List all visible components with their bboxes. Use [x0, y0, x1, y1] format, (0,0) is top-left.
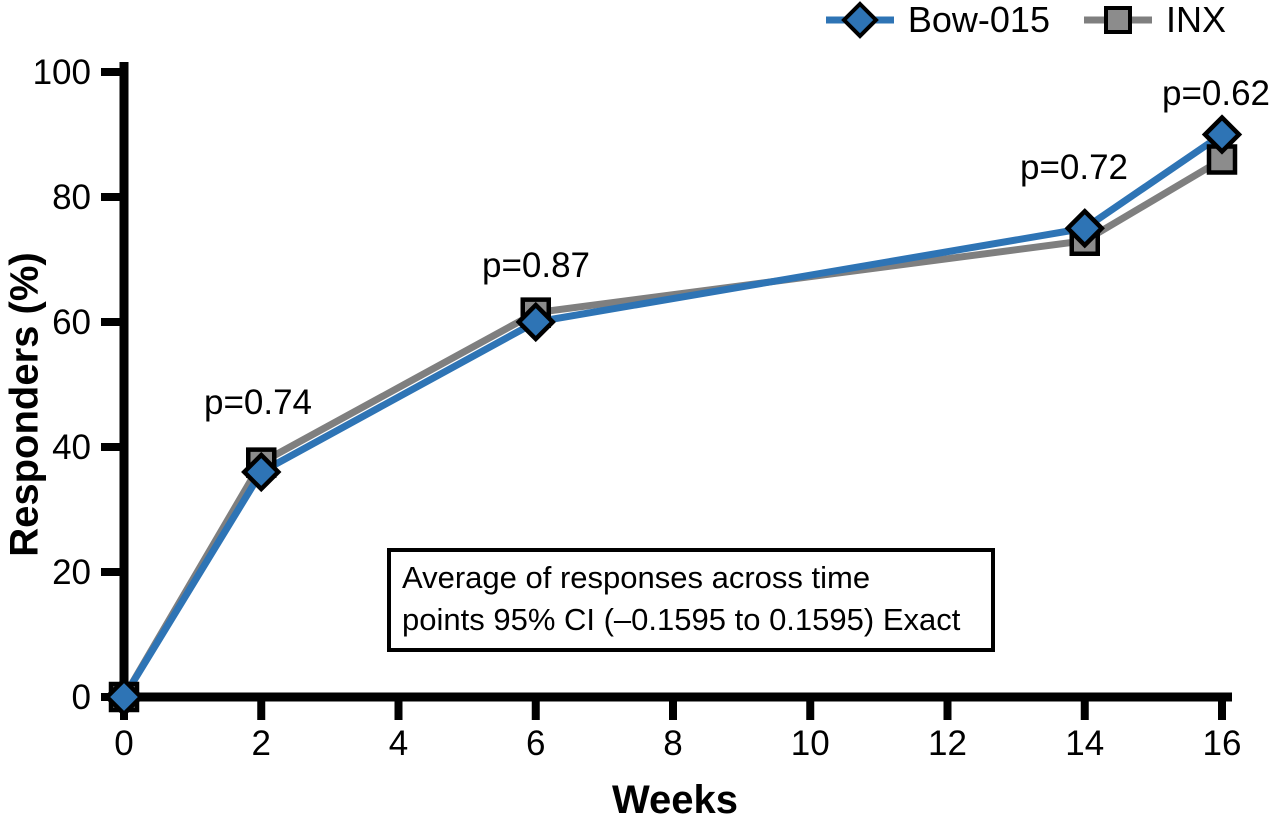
x-tick-label: 0: [114, 724, 133, 763]
bow-015-diamond-marker: [241, 451, 282, 493]
x-tick-label: 14: [1065, 724, 1104, 763]
legend-item-inx: INX: [1082, 0, 1226, 40]
p-value-label-week-16: p=0.62: [1161, 74, 1271, 113]
x-tick-label: 6: [526, 724, 545, 763]
annotation-box: Average of responses across time points …: [387, 548, 995, 652]
y-tick-label: 20: [52, 553, 91, 592]
annotation-line-1: Average of responses across time: [402, 560, 871, 595]
x-axis-title: Weeks: [611, 778, 738, 820]
y-tick-label: 0: [72, 678, 91, 717]
legend-label-inx: INX: [1165, 0, 1226, 40]
x-tick-label: 16: [1203, 724, 1242, 763]
legend-label-bow-015: Bow-015: [907, 0, 1050, 40]
legend-item-bow-015: Bow-015: [824, 0, 1050, 40]
y-tick-label: 40: [52, 428, 91, 467]
inx-line-square-icon: [1083, 6, 1152, 34]
x-tick-label: 12: [928, 724, 967, 763]
y-tick-label: 60: [52, 303, 91, 342]
bow-015-diamond-marker: [1201, 114, 1243, 155]
annotation-line-2: points 95% CI (–0.1595 to 0.1595) Exact: [402, 601, 961, 637]
p-value-label-week-2: p=0.74: [203, 383, 313, 422]
p-value-label-week-6: p=0.87: [481, 246, 591, 285]
bow-015-diamond-marker: [515, 301, 556, 343]
x-tick-label: 2: [252, 724, 271, 763]
y-axis-title: Responders (%): [2, 252, 47, 557]
bow-015-line-diamond-icon: [825, 1, 894, 39]
legend: Bow-015 INX: [824, 0, 1226, 40]
p-value-label-week-14: p=0.72: [1019, 148, 1129, 187]
y-tick-label: 100: [33, 53, 91, 92]
bow-015-diamond-marker: [1064, 208, 1105, 249]
y-tick-label: 80: [52, 178, 91, 217]
x-tick-label: 4: [389, 724, 408, 763]
x-tick-label: 10: [791, 724, 830, 763]
bow-015-diamond-marker: [103, 676, 145, 718]
x-tick-label: 8: [663, 724, 682, 763]
